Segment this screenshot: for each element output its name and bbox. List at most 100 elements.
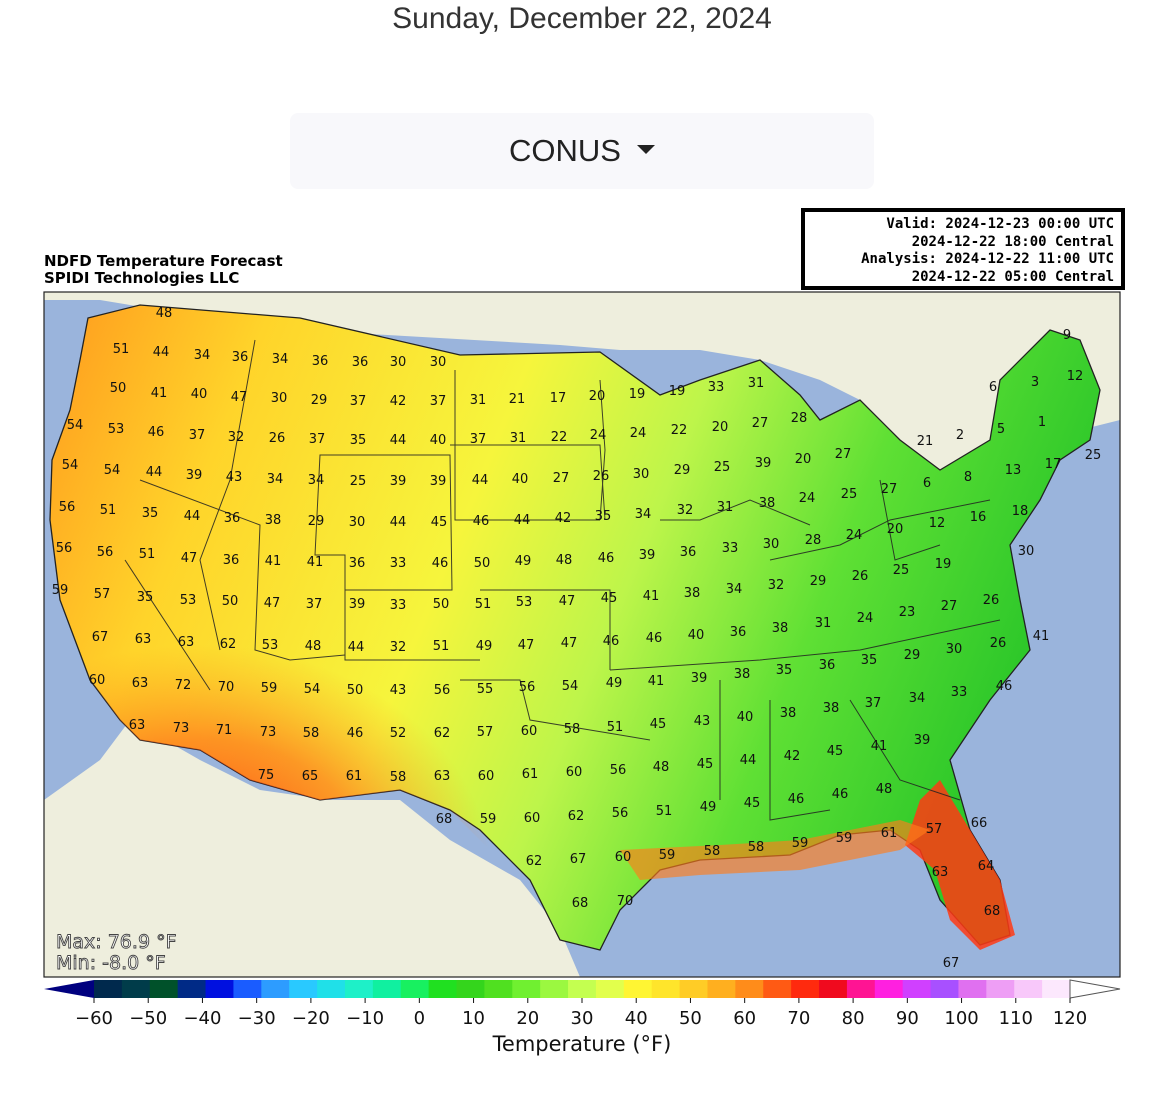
colorbar-segment xyxy=(735,980,764,998)
temperature-reading: 30 xyxy=(349,515,366,530)
temperature-reading: 71 xyxy=(216,723,233,738)
colorbar-tick-label: −50 xyxy=(129,1008,167,1029)
colorbar-segment xyxy=(233,980,262,998)
temperature-reading: 30 xyxy=(271,391,288,406)
temperature-reading: 19 xyxy=(935,557,952,572)
colorbar-tick-label: −30 xyxy=(238,1008,276,1029)
temperature-reading: 29 xyxy=(810,574,827,589)
colorbar-tick-label: 40 xyxy=(625,1008,648,1029)
colorbar-segment xyxy=(595,980,625,998)
temperature-reading: 31 xyxy=(748,376,765,391)
temperature-reading: 25 xyxy=(893,563,910,578)
colorbar-segment xyxy=(428,980,458,998)
land-canada xyxy=(44,292,1120,490)
temperature-reading: 51 xyxy=(475,597,492,612)
colorbar-segment xyxy=(149,980,179,998)
temperature-reading: 27 xyxy=(941,599,958,614)
temperature-reading: 52 xyxy=(390,726,407,741)
temperature-reading: 62 xyxy=(220,637,237,652)
temperature-reading: 24 xyxy=(630,426,647,441)
temperature-reading: 1 xyxy=(1038,415,1046,430)
temperature-reading: 73 xyxy=(260,725,277,740)
temperature-reading: 51 xyxy=(113,342,130,357)
temperature-reading: 73 xyxy=(173,721,190,736)
temperature-reading: 56 xyxy=(612,806,629,821)
temperature-reading: 49 xyxy=(700,800,717,815)
temperature-reading: 41 xyxy=(307,555,324,570)
temperature-reading: 48 xyxy=(156,306,173,321)
temperature-reading: 38 xyxy=(823,701,840,716)
temperature-reading: 47 xyxy=(264,596,281,611)
temperature-reading: 41 xyxy=(265,554,282,569)
temperature-reading: 24 xyxy=(799,491,816,506)
temperature-reading: 44 xyxy=(146,465,163,480)
temperature-reading: 35 xyxy=(861,653,878,668)
colorbar-segment xyxy=(763,980,792,998)
temperature-reading: 31 xyxy=(717,500,734,515)
temperature-reading: 49 xyxy=(515,554,532,569)
temperature-reading: 54 xyxy=(67,418,84,433)
colorbar-segment xyxy=(986,980,1015,998)
temperature-reading: 36 xyxy=(223,553,240,568)
temperature-reading: 54 xyxy=(304,682,321,697)
temperature-reading: 43 xyxy=(390,683,407,698)
temperature-reading: 35 xyxy=(595,509,612,524)
temperature-reading: 56 xyxy=(434,683,451,698)
temperature-reading: 50 xyxy=(433,597,450,612)
temperature-reading: 25 xyxy=(841,487,858,502)
temperature-reading: 30 xyxy=(946,642,963,657)
colorbar-segment xyxy=(902,980,932,998)
temperature-reading: 68 xyxy=(436,812,453,827)
temperature-reading: 24 xyxy=(857,611,874,626)
colorbar-segment xyxy=(623,980,653,998)
colorbar-segment xyxy=(344,980,374,998)
temperature-reading: 46 xyxy=(598,551,615,566)
temperature-reading: 63 xyxy=(132,676,149,691)
valid-line-1: Valid: 2024-12-23 00:00 UTC xyxy=(886,216,1114,232)
max-temperature-label: Max: 76.9 °F xyxy=(56,931,177,953)
region-select[interactable]: CONUS xyxy=(290,113,874,189)
temperature-reading: 46 xyxy=(473,514,490,529)
temperature-reading: 46 xyxy=(788,792,805,807)
sw-warm-overlay xyxy=(50,480,640,950)
temperature-reading: 26 xyxy=(990,636,1007,651)
colorbar-segment xyxy=(400,980,430,998)
colorbar-tick-label: −20 xyxy=(292,1008,330,1029)
temperature-reading: 27 xyxy=(835,447,852,462)
temperature-reading: 51 xyxy=(139,547,156,562)
colorbar-segment xyxy=(540,980,569,998)
colorbar-segment xyxy=(372,980,402,998)
map-frame xyxy=(43,291,1121,978)
temperature-reading: 54 xyxy=(104,463,121,478)
temperature-reading: 36 xyxy=(352,355,369,370)
temperature-reading: 31 xyxy=(510,431,527,446)
temperature-reading: 2 xyxy=(956,428,964,443)
temperature-reading: 22 xyxy=(671,423,688,438)
temperature-reading: 59 xyxy=(836,831,853,846)
temperature-reading: 42 xyxy=(555,511,572,526)
temperature-reading: 41 xyxy=(648,674,665,689)
temperature-reading: 45 xyxy=(601,591,618,606)
temperature-reading: 32 xyxy=(228,430,245,445)
temperature-reading: 61 xyxy=(881,826,898,841)
gulf-coast-warm-overlay xyxy=(620,820,930,880)
colorbar-underflow xyxy=(44,980,94,998)
temperature-reading: 58 xyxy=(390,770,407,785)
temperature-reading: 32 xyxy=(768,578,785,593)
temperature-reading: 37 xyxy=(189,428,206,443)
temperature-reading: 26 xyxy=(983,593,1000,608)
valid-line-2: 2024-12-22 18:00 Central xyxy=(911,233,1114,250)
temperature-reading: 40 xyxy=(688,628,705,643)
temperature-reading: 17 xyxy=(550,391,567,406)
temperature-reading: 27 xyxy=(553,471,570,486)
temperature-reading: 44 xyxy=(348,640,365,655)
temperature-reading: 50 xyxy=(474,556,491,571)
temperature-reading: 44 xyxy=(740,753,757,768)
temperature-reading: 29 xyxy=(674,463,691,478)
temperature-reading: 56 xyxy=(519,680,536,695)
temperature-reading: 30 xyxy=(430,355,447,370)
temperature-reading: 26 xyxy=(852,569,869,584)
temperature-reading: 24 xyxy=(846,528,863,543)
temperature-reading: 53 xyxy=(262,638,279,653)
